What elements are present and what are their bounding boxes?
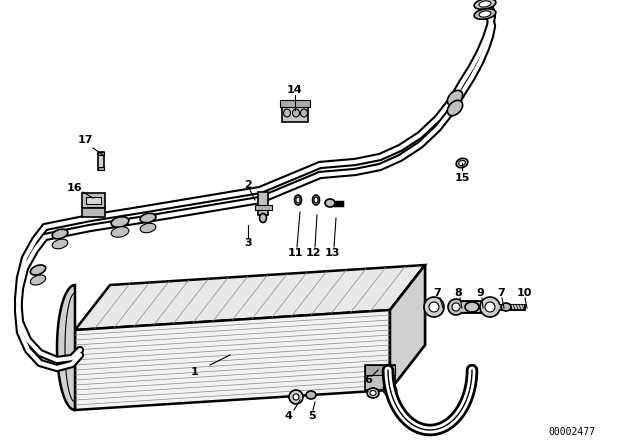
Circle shape xyxy=(480,297,500,317)
Ellipse shape xyxy=(479,11,491,17)
Ellipse shape xyxy=(292,109,300,117)
Ellipse shape xyxy=(296,197,300,203)
Ellipse shape xyxy=(474,9,496,19)
Polygon shape xyxy=(365,365,395,375)
Polygon shape xyxy=(75,265,425,330)
Text: 2: 2 xyxy=(244,180,252,190)
Text: 14: 14 xyxy=(287,85,303,95)
Ellipse shape xyxy=(30,275,45,285)
Ellipse shape xyxy=(111,217,129,227)
Ellipse shape xyxy=(383,384,397,396)
Ellipse shape xyxy=(140,213,156,223)
Ellipse shape xyxy=(447,100,463,116)
Circle shape xyxy=(289,390,303,404)
Ellipse shape xyxy=(456,158,468,168)
Ellipse shape xyxy=(312,195,319,205)
Text: 11: 11 xyxy=(287,248,303,258)
Text: 9: 9 xyxy=(476,288,484,298)
Ellipse shape xyxy=(140,223,156,233)
Text: 10: 10 xyxy=(516,288,532,298)
Text: 7: 7 xyxy=(497,288,505,298)
Ellipse shape xyxy=(501,303,511,311)
Ellipse shape xyxy=(370,391,376,396)
Ellipse shape xyxy=(367,388,379,398)
Ellipse shape xyxy=(447,90,463,106)
Text: 5: 5 xyxy=(308,411,316,421)
Ellipse shape xyxy=(111,227,129,237)
Text: 1: 1 xyxy=(191,367,199,377)
Text: 16: 16 xyxy=(67,183,83,193)
Text: 8: 8 xyxy=(454,288,462,298)
Ellipse shape xyxy=(479,1,491,7)
Ellipse shape xyxy=(30,265,45,275)
Ellipse shape xyxy=(474,0,496,9)
Circle shape xyxy=(424,297,444,317)
Ellipse shape xyxy=(387,387,394,393)
Circle shape xyxy=(448,299,464,315)
Text: 7: 7 xyxy=(433,288,441,298)
Polygon shape xyxy=(390,265,425,390)
Polygon shape xyxy=(98,167,104,170)
Text: 3: 3 xyxy=(244,238,252,248)
Ellipse shape xyxy=(259,214,266,223)
Polygon shape xyxy=(365,365,395,390)
Polygon shape xyxy=(390,265,425,390)
Polygon shape xyxy=(98,152,104,170)
Text: 6: 6 xyxy=(364,375,372,385)
Circle shape xyxy=(485,302,495,312)
Ellipse shape xyxy=(301,109,307,117)
Text: 17: 17 xyxy=(77,135,93,145)
Ellipse shape xyxy=(314,197,318,203)
Polygon shape xyxy=(282,105,308,122)
Ellipse shape xyxy=(325,199,335,207)
Polygon shape xyxy=(75,310,390,410)
Polygon shape xyxy=(255,205,272,210)
Polygon shape xyxy=(258,192,268,215)
Text: 4: 4 xyxy=(284,411,292,421)
Ellipse shape xyxy=(294,195,301,205)
Text: 15: 15 xyxy=(454,173,470,183)
Ellipse shape xyxy=(465,302,479,312)
Polygon shape xyxy=(82,193,105,208)
Polygon shape xyxy=(82,208,105,217)
Polygon shape xyxy=(98,152,104,155)
Ellipse shape xyxy=(306,391,316,399)
Ellipse shape xyxy=(284,109,291,117)
Ellipse shape xyxy=(52,229,68,239)
Text: 12: 12 xyxy=(305,248,321,258)
Polygon shape xyxy=(86,197,101,204)
Circle shape xyxy=(293,394,299,400)
Ellipse shape xyxy=(459,160,465,166)
Ellipse shape xyxy=(52,239,68,249)
Text: 00002477: 00002477 xyxy=(548,427,595,437)
Circle shape xyxy=(452,303,460,311)
Text: 13: 13 xyxy=(324,248,340,258)
Polygon shape xyxy=(57,285,75,410)
Circle shape xyxy=(429,302,439,312)
Polygon shape xyxy=(280,100,310,107)
